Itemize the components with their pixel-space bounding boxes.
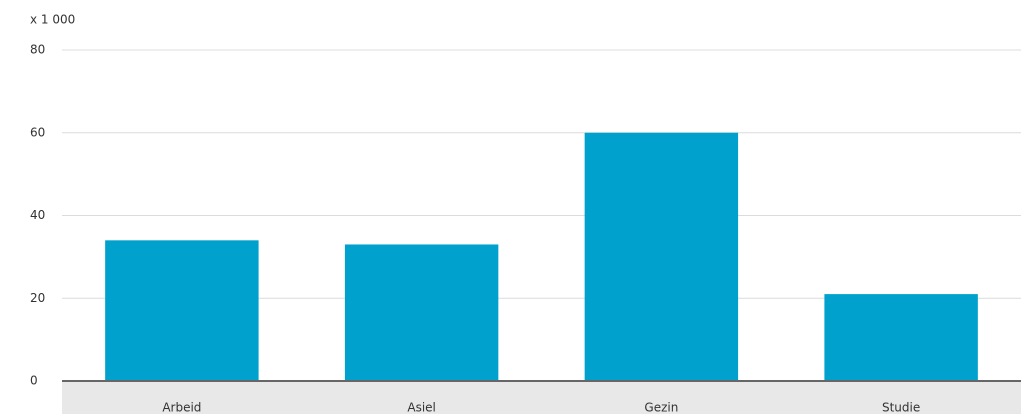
y-unit-label: x 1 000: [30, 13, 75, 27]
x-tick-label: Asiel: [407, 401, 436, 414]
x-tick-label: Gezin: [644, 401, 678, 414]
y-tick-label: 0: [30, 374, 38, 388]
y-tick-label: 20: [30, 291, 45, 305]
bar: [824, 294, 978, 381]
category-band: [62, 381, 1021, 414]
x-tick-label: Arbeid: [162, 401, 201, 414]
bar: [105, 240, 259, 381]
y-tick-label: 60: [30, 125, 45, 139]
y-tick-label: 40: [30, 208, 45, 222]
y-tick-label: 80: [30, 43, 45, 57]
bar: [344, 244, 499, 381]
x-tick-label: Studie: [882, 401, 920, 414]
bar: [584, 132, 739, 381]
